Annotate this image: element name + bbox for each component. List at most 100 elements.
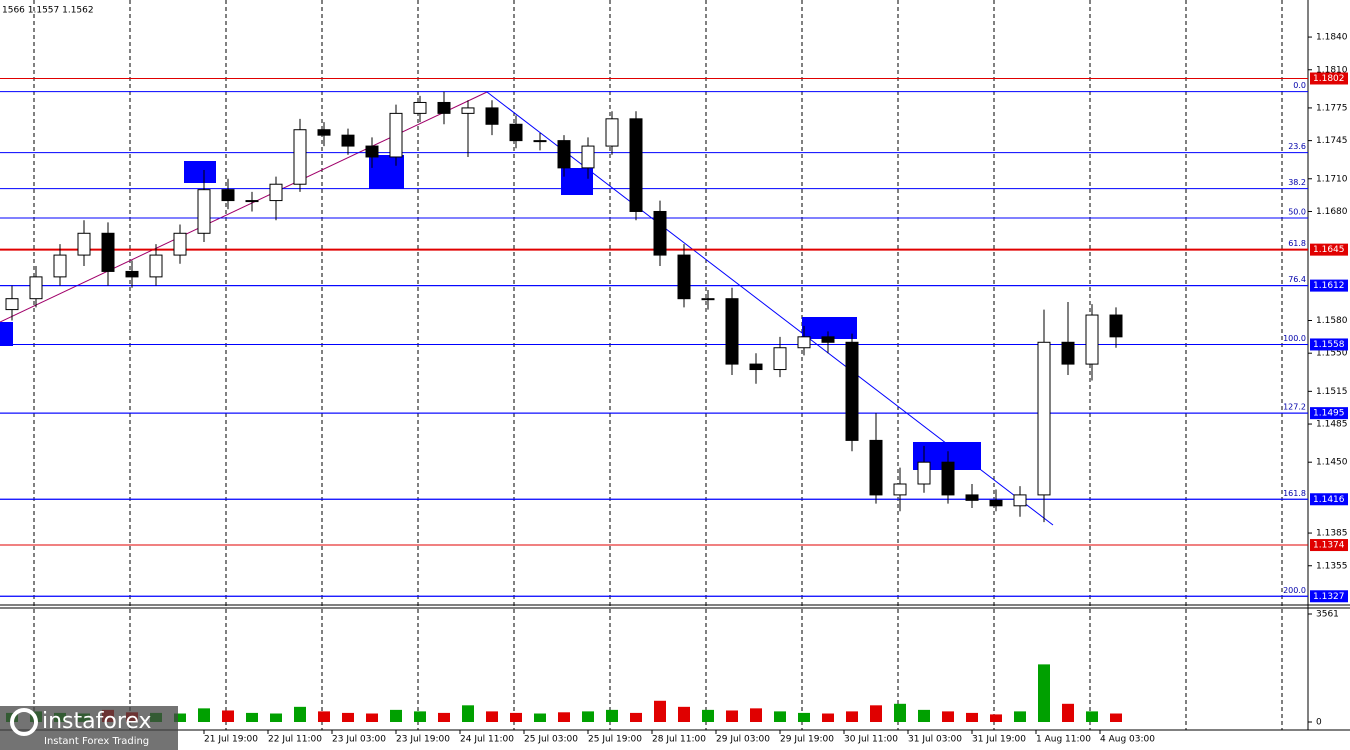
volume-bar: [1086, 711, 1098, 722]
level-tag-label: 1.1374: [1313, 541, 1345, 551]
fib-label: 0.0: [1293, 81, 1306, 90]
level-tag: [1310, 539, 1348, 552]
y-tick-label: 1.1580: [1316, 316, 1348, 326]
candle-body: [437, 101, 451, 114]
level-tag: [1310, 407, 1348, 420]
candle-body: [101, 232, 115, 272]
trend-line: [0, 91, 488, 323]
candle-body: [245, 200, 259, 203]
x-tick-label: 1 Aug 11:00: [1036, 735, 1091, 745]
volume-bar: [630, 712, 642, 722]
volume-bar: [342, 712, 354, 722]
candle-body: [77, 232, 91, 256]
candle-body: [1013, 494, 1027, 507]
x-tick-label: 24 Jul 11:00: [460, 735, 514, 745]
volume-bar: [774, 711, 786, 722]
candle-body: [5, 298, 19, 311]
volume-bar: [678, 706, 690, 722]
watermark-title: instaforex: [42, 709, 152, 734]
level-tag: [1310, 243, 1348, 256]
volume-bar: [1014, 711, 1026, 722]
volume-bar: [942, 711, 954, 722]
y-tick-label: 1.1775: [1316, 103, 1348, 113]
x-tick-label: 23 Jul 03:00: [332, 735, 386, 745]
candle-body: [989, 499, 1003, 507]
volume-bar: [654, 700, 666, 722]
candle-body: [1109, 314, 1123, 338]
x-tick-label: 28 Jul 11:00: [652, 735, 706, 745]
volume-bar: [318, 711, 330, 722]
candle-body: [821, 336, 835, 343]
candle-body: [509, 123, 523, 142]
candle-body: [653, 210, 667, 256]
level-tag-label: 1.1558: [1313, 340, 1345, 350]
x-tick-label: 21 Jul 19:00: [204, 735, 258, 745]
volume-bar: [918, 709, 930, 722]
candle-body: [749, 363, 763, 371]
candle-body: [869, 439, 883, 496]
level-tag-label: 1.1645: [1313, 245, 1345, 255]
volume-bar: [702, 709, 714, 722]
candle-body: [125, 270, 139, 278]
volume-bar: [1110, 713, 1122, 722]
volume-bar: [486, 711, 498, 722]
x-tick-label: 25 Jul 19:00: [588, 735, 642, 745]
volume-bar: [558, 712, 570, 722]
candle-body: [557, 140, 571, 169]
candle-body: [29, 276, 43, 300]
zone-box: [184, 161, 216, 183]
x-tick-label: 4 Aug 03:00: [1100, 735, 1155, 745]
volume-bar: [366, 713, 378, 722]
y-tick-label: 1.1745: [1316, 136, 1348, 146]
x-tick-label: 25 Jul 03:00: [524, 735, 578, 745]
y-tick-label: 1.1450: [1316, 458, 1348, 468]
candle-body: [389, 112, 403, 158]
candle-body: [293, 129, 307, 185]
volume-bar: [990, 714, 1002, 722]
zone-box: [369, 155, 404, 189]
watermark: instaforex Instant Forex Trading: [0, 706, 178, 750]
x-tick-label: 29 Jul 19:00: [780, 735, 834, 745]
x-tick-label: 31 Jul 19:00: [972, 735, 1026, 745]
x-tick-label: 22 Jul 11:00: [268, 735, 322, 745]
level-tag-label: 1.1612: [1313, 281, 1345, 291]
fib-label: 127.2: [1283, 403, 1306, 412]
volume-bar: [798, 712, 810, 722]
volume-bar: [966, 712, 978, 722]
volume-bar: [174, 713, 186, 722]
level-tag-label: 1.1327: [1313, 592, 1345, 602]
candle-body: [581, 145, 595, 169]
candle-body: [941, 461, 955, 496]
candle-body: [413, 101, 427, 114]
candle-body: [845, 341, 859, 441]
candle-body: [269, 183, 283, 202]
fib-label: 50.0: [1288, 208, 1306, 217]
x-tick-label: 29 Jul 03:00: [716, 735, 770, 745]
fib-label: 100.0: [1283, 334, 1306, 343]
y-tick-label: 1.1840: [1316, 33, 1348, 43]
level-tag-label: 1.1495: [1313, 409, 1345, 419]
candle-body: [605, 118, 619, 147]
candle-body: [701, 298, 715, 301]
candle-body: [221, 189, 235, 202]
volume-bar: [270, 713, 282, 722]
fib-label: 61.8: [1288, 239, 1306, 248]
candle-body: [1037, 341, 1051, 496]
zone-box: [0, 322, 13, 346]
fib-label: 161.8: [1283, 489, 1306, 498]
volume-tick-label: 0: [1316, 718, 1322, 728]
y-tick-label: 1.1385: [1316, 529, 1348, 539]
volume-bar: [534, 713, 546, 722]
candle-body: [797, 336, 811, 349]
candle-body: [533, 140, 547, 143]
y-tick-label: 1.1485: [1316, 420, 1348, 430]
volume-bar: [894, 703, 906, 722]
level-tag-label: 1.1416: [1313, 495, 1345, 505]
volume-bar: [726, 710, 738, 722]
candle-body: [629, 118, 643, 212]
level-tag: [1310, 279, 1348, 292]
volume-bar: [414, 711, 426, 722]
